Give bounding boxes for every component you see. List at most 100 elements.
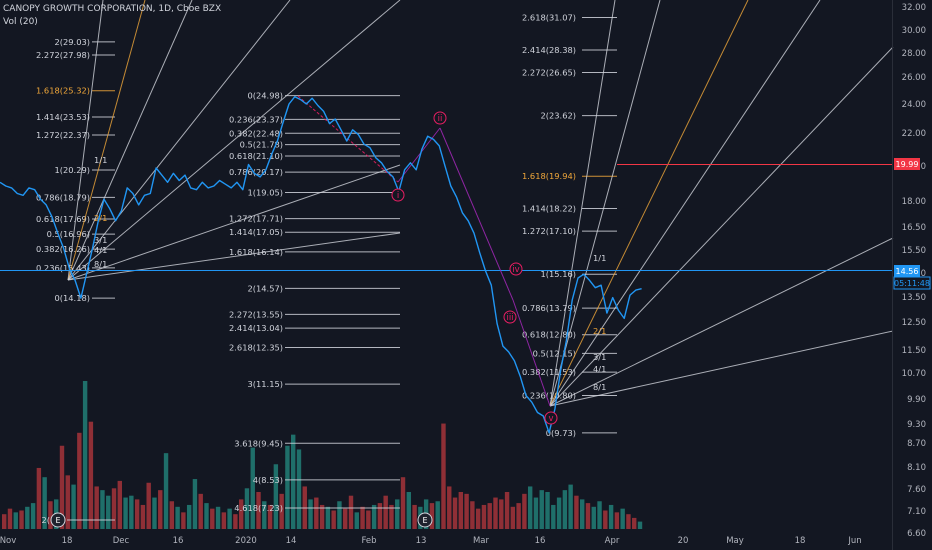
volume-bar <box>400 477 406 529</box>
volume-bar <box>366 510 371 529</box>
fib-level-label: 0.5(16.96) <box>47 229 90 239</box>
gann-fan-ratio-label: 2/1 <box>94 213 107 223</box>
fib-level-label: 1.414(17.05) <box>229 227 283 237</box>
wave-line <box>397 127 441 183</box>
volume-bar <box>71 484 76 529</box>
volume-bar <box>169 501 175 529</box>
volume-bar <box>146 482 151 529</box>
volume-bar <box>48 501 53 529</box>
gann-fan-ratio-label: 3/1 <box>593 352 606 362</box>
time-axis[interactable]: Nov 18 Dec 16 2020 14 Feb 13 Mar 16 Apr 20 May 18 Jun <box>0 536 862 546</box>
volume-bar <box>13 512 18 529</box>
fib-level-label: 4.618(7.23) <box>234 503 283 513</box>
volume-bar <box>100 490 105 529</box>
volume-bar <box>337 501 342 529</box>
volume-bar <box>42 477 47 529</box>
volume-bar <box>395 499 400 529</box>
volume-bar <box>516 503 521 529</box>
volume-bar <box>470 501 475 529</box>
volume-bar <box>637 521 643 529</box>
time-axis-tick: 20 <box>678 536 689 546</box>
volume-bar <box>545 492 550 529</box>
fib-level-label: 2(14.57) <box>247 283 283 293</box>
price-axis-tick: 12.50 <box>902 318 926 328</box>
wave-label-marker <box>503 310 517 324</box>
fib-level-label: 0.618(12.80) <box>522 330 576 340</box>
volume-bar <box>296 449 302 529</box>
volume-bar <box>487 503 492 529</box>
volume-bar <box>435 501 440 529</box>
price-axis-tick: 8.70 <box>907 439 926 449</box>
earnings-event-marker[interactable] <box>417 512 433 528</box>
fib-level-label: 1.414(23.53) <box>36 112 90 122</box>
gann-fan-line <box>67 164 401 281</box>
wave-label-text: ii <box>438 114 443 124</box>
fib-level-label: 0.786(20.17) <box>229 167 283 177</box>
time-axis-tick: 16 <box>173 536 184 546</box>
time-axis-tick: 2020 <box>235 536 257 546</box>
volume-bar <box>134 499 140 529</box>
volume-bar <box>19 510 24 529</box>
volume-bar <box>233 514 238 529</box>
fib-level-label: 0(9.73) <box>546 428 576 438</box>
fib-level-label: 2.414(28.38) <box>522 45 576 55</box>
fib-level-label: 2(23.62) <box>540 111 576 121</box>
volume-bar <box>354 512 359 529</box>
fib-level-label: 1.618(25.32) <box>36 86 90 96</box>
fib-level-label: 2.272(27.98) <box>36 50 90 60</box>
volume-bar <box>210 508 215 529</box>
gann-fan-line <box>549 0 821 407</box>
wave-label-marker <box>544 411 558 425</box>
price-axis-tick: 13.50 <box>902 293 926 303</box>
volume-bar <box>65 475 70 529</box>
wave-label-text: iii <box>506 313 513 323</box>
gann-fan-line <box>67 232 401 281</box>
volume-bar <box>227 508 232 529</box>
fib-level-label: 0.5(12.15) <box>533 348 576 358</box>
price-axis-tick: 22.00 <box>902 129 926 139</box>
volume-bar <box>273 464 279 529</box>
volume-bar <box>632 517 637 529</box>
fib-level-label: 0.382(16.26) <box>36 244 90 254</box>
volume-bar <box>36 467 42 529</box>
volume-bar <box>429 503 435 529</box>
price-axis-tick: 10.70 <box>902 369 926 379</box>
fib-extensions: 2.272(27.98) 2(29.03) 1.618(25.32) 1.414(23… <box>36 13 617 525</box>
volume-bar <box>2 514 7 529</box>
volume-bar <box>308 499 313 529</box>
time-axis-tick: 18 <box>62 536 73 546</box>
fib-level-label: 0.5(21.78) <box>240 140 283 150</box>
price-tags: 19.99 14.56 05:11:48 <box>893 158 931 290</box>
price-axis-tick: 24.00 <box>902 100 926 110</box>
gann-fan-line <box>549 330 894 407</box>
earnings-event-marker[interactable] <box>50 512 66 528</box>
volume-bar <box>383 495 388 529</box>
time-axis-tick: 13 <box>416 536 427 546</box>
fib-level-label: 1.618(19.94) <box>522 171 576 181</box>
wave-line <box>512 299 551 407</box>
volume-bar <box>30 503 36 529</box>
wave-label-text: iv <box>512 265 519 275</box>
fib-level-label: 2.414(13.04) <box>229 323 283 333</box>
volume-bar <box>504 492 510 529</box>
time-axis-tick: Nov <box>0 536 16 546</box>
volume-bar <box>533 497 539 529</box>
fib-level-label: 0.382(11.53) <box>522 367 576 377</box>
volume-bar <box>158 490 163 529</box>
fib-level-label: 0(14.18) <box>54 293 90 303</box>
wave-label-text: v <box>548 414 553 424</box>
wave-line <box>439 127 514 301</box>
volume-bar <box>106 495 111 529</box>
volume-bar <box>77 432 82 529</box>
volume-bar <box>221 512 227 529</box>
fib-level-label: 0.786(13.79) <box>522 303 576 313</box>
volume-bar <box>406 492 411 529</box>
price-axis-tick: 6.60 <box>907 529 926 539</box>
volume-bar <box>614 512 620 529</box>
fib-level-label: 1.272(22.37) <box>36 130 90 140</box>
volume-bar <box>331 510 336 529</box>
volume-bar <box>452 497 458 529</box>
volume-bar <box>556 497 562 529</box>
fib-level-label: 2.618(31.07) <box>522 13 576 23</box>
